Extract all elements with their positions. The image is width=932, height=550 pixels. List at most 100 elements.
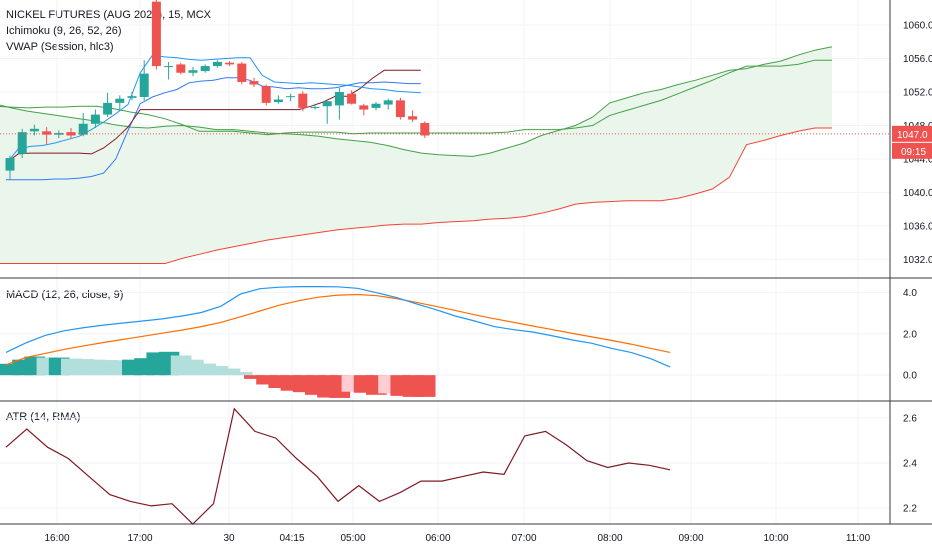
candle-body bbox=[249, 81, 259, 85]
macd-pane[interactable] bbox=[0, 286, 671, 398]
macd-axis-tick-label: 2.0 bbox=[903, 329, 917, 340]
ichimoku-cloud bbox=[0, 46, 832, 264]
atr-pane[interactable] bbox=[5, 407, 671, 525]
candle-body bbox=[78, 123, 88, 135]
macd-signal-line bbox=[5, 293, 671, 366]
candle bbox=[90, 109, 100, 128]
candle bbox=[115, 95, 125, 112]
atr-line bbox=[5, 407, 671, 525]
time-tick-label: 16:00 bbox=[44, 533, 69, 544]
candle bbox=[127, 92, 137, 101]
candle-body bbox=[334, 92, 344, 106]
candle bbox=[188, 66, 198, 77]
price-axis-tick-label: 1052.0 bbox=[903, 88, 932, 99]
candle bbox=[261, 84, 271, 106]
time-tick-label: 17:00 bbox=[127, 533, 152, 544]
candle bbox=[139, 60, 149, 101]
candle bbox=[17, 128, 27, 159]
price-axis-tick-label: 1044.0 bbox=[903, 154, 932, 165]
candle bbox=[347, 90, 357, 105]
candle-body bbox=[359, 105, 369, 110]
candle-body bbox=[5, 158, 15, 171]
candle bbox=[78, 112, 88, 137]
macd-histogram-bar bbox=[414, 375, 436, 397]
candle bbox=[212, 60, 222, 68]
candle bbox=[273, 95, 283, 104]
candle bbox=[5, 155, 15, 180]
macd-histogram-bar bbox=[256, 375, 277, 385]
countdown-label: 09:15 bbox=[901, 147, 926, 158]
time-tick-label: 06:00 bbox=[425, 533, 450, 544]
candle bbox=[322, 101, 332, 124]
price-pane[interactable] bbox=[0, 0, 890, 264]
candle bbox=[29, 124, 39, 136]
price-axis-tick-label: 1056.0 bbox=[903, 54, 932, 65]
candle bbox=[176, 62, 186, 75]
macd-histogram-bar bbox=[244, 375, 265, 379]
macd-histogram-bar bbox=[0, 363, 21, 376]
countdown-badge bbox=[892, 142, 932, 159]
macd-axis-tick-label: 0.0 bbox=[903, 371, 917, 382]
candle-body bbox=[395, 100, 405, 118]
price-axis-tick-label: 1032.0 bbox=[903, 255, 932, 266]
candle bbox=[103, 92, 113, 118]
candle bbox=[54, 130, 64, 138]
candle-body bbox=[66, 132, 76, 136]
macd-histogram-bar bbox=[231, 372, 253, 376]
candle bbox=[383, 98, 393, 110]
ichimoku-lead-a-line bbox=[0, 46, 833, 157]
candle bbox=[237, 61, 247, 85]
vwap-legend: VWAP (Session, hlc3) bbox=[6, 41, 114, 53]
candle-body bbox=[225, 62, 235, 65]
macd-histogram-bar bbox=[219, 368, 241, 376]
candle-body bbox=[237, 63, 247, 82]
candle bbox=[164, 61, 174, 80]
candle-body bbox=[310, 107, 320, 109]
candle-body bbox=[371, 103, 381, 108]
time-tick-label: 08:00 bbox=[597, 533, 622, 544]
candle bbox=[151, 0, 161, 70]
candle-body bbox=[127, 96, 137, 98]
candle-body bbox=[103, 102, 113, 115]
time-tick-label: 04:15 bbox=[279, 533, 304, 544]
candle bbox=[420, 121, 430, 138]
last-price-label: 1047.0 bbox=[897, 130, 928, 141]
price-axis-tick-label: 1040.0 bbox=[903, 188, 932, 199]
candle-body bbox=[139, 73, 149, 98]
macd-histogram-bar bbox=[207, 366, 229, 376]
macd-axis-tick-label: 4.0 bbox=[903, 288, 917, 299]
macd-histogram-bar bbox=[195, 363, 216, 376]
candle bbox=[310, 103, 320, 110]
price-axis-tick-label: 1060.0 bbox=[903, 21, 932, 32]
atr-axis-tick-label: 2.2 bbox=[903, 504, 917, 515]
candle-body bbox=[261, 86, 271, 103]
candle-body bbox=[188, 70, 198, 73]
atr-legend: ATR (14, RMA) bbox=[6, 411, 81, 423]
candle-body bbox=[90, 114, 100, 124]
candle bbox=[334, 87, 344, 120]
candle-body bbox=[273, 99, 283, 103]
candle bbox=[298, 91, 308, 112]
candle-body bbox=[115, 98, 125, 103]
candle bbox=[42, 127, 52, 144]
atr-axis-tick-label: 2.6 bbox=[903, 413, 917, 424]
atr-axis-tick-label: 2.4 bbox=[903, 459, 917, 470]
ichimoku-lead-b-line bbox=[0, 127, 832, 264]
candle-body bbox=[408, 116, 418, 120]
candle-body bbox=[164, 66, 174, 68]
candle-body bbox=[322, 101, 332, 107]
candle bbox=[286, 93, 296, 102]
candle-body bbox=[286, 96, 296, 98]
candle-body bbox=[151, 1, 161, 67]
candle-body bbox=[347, 93, 357, 104]
candle-body bbox=[29, 128, 39, 132]
candle-body bbox=[383, 100, 393, 105]
candle bbox=[66, 127, 76, 139]
candle-body bbox=[54, 132, 64, 135]
candle bbox=[395, 97, 405, 120]
candle bbox=[200, 64, 210, 73]
time-tick-label: 05:00 bbox=[340, 533, 365, 544]
vwap-line bbox=[6, 77, 421, 181]
